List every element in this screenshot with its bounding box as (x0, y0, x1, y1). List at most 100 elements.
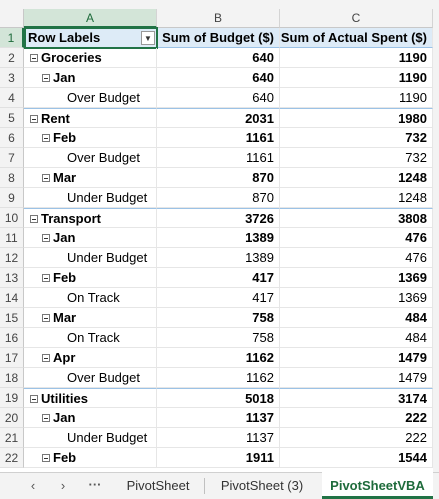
collapse-toggle[interactable] (42, 74, 50, 82)
row-label: Jan (24, 68, 157, 88)
budget-cell: 640 (157, 88, 280, 108)
actual-cell: 1369 (280, 288, 433, 308)
actual-cell: 1190 (280, 88, 433, 108)
collapse-toggle[interactable] (30, 215, 38, 223)
budget-cell: 640 (157, 48, 280, 68)
pivot-header: Sum of Budget ($) (157, 28, 280, 48)
budget-cell: 1137 (157, 428, 280, 448)
row-label: Feb (24, 128, 157, 148)
row-label: Rent (24, 108, 157, 128)
budget-cell: 1161 (157, 148, 280, 168)
actual-cell: 3808 (280, 208, 433, 228)
row-number[interactable]: 14 (0, 288, 24, 308)
row-label: Over Budget (24, 368, 157, 388)
row-number[interactable]: 17 (0, 348, 24, 368)
budget-cell: 870 (157, 168, 280, 188)
filter-button[interactable]: ▼ (141, 31, 155, 45)
row-number[interactable]: 21 (0, 428, 24, 448)
row-number[interactable]: 8 (0, 168, 24, 188)
collapse-toggle[interactable] (42, 454, 50, 462)
row-label: Feb (24, 448, 157, 468)
row-number[interactable]: 6 (0, 128, 24, 148)
row-number[interactable]: 9 (0, 188, 24, 208)
collapse-toggle[interactable] (30, 54, 38, 62)
row-number[interactable]: 22 (0, 448, 24, 468)
row-label: Under Budget (24, 428, 157, 448)
actual-cell: 1190 (280, 68, 433, 88)
actual-cell: 3174 (280, 388, 433, 408)
budget-cell: 2031 (157, 108, 280, 128)
budget-cell: 758 (157, 328, 280, 348)
actual-cell: 1544 (280, 448, 433, 468)
budget-cell: 1389 (157, 248, 280, 268)
collapse-toggle[interactable] (30, 395, 38, 403)
actual-cell: 1248 (280, 168, 433, 188)
prev-sheet[interactable]: ‹ (30, 478, 36, 493)
budget-cell: 3726 (157, 208, 280, 228)
collapse-toggle[interactable] (42, 274, 50, 282)
tab-separator (204, 478, 205, 494)
budget-cell: 870 (157, 188, 280, 208)
actual-cell: 1248 (280, 188, 433, 208)
actual-cell: 1980 (280, 108, 433, 128)
row-number[interactable]: 20 (0, 408, 24, 428)
row-number[interactable]: 15 (0, 308, 24, 328)
row-number[interactable]: 2 (0, 48, 24, 68)
budget-cell: 1162 (157, 348, 280, 368)
toolbar-edge (0, 0, 439, 9)
budget-cell: 1162 (157, 368, 280, 388)
sheet-tab[interactable]: PivotSheet (3) (220, 478, 304, 493)
row-label: Under Budget (24, 188, 157, 208)
actual-cell: 476 (280, 228, 433, 248)
row-number[interactable]: 11 (0, 228, 24, 248)
row-label: Transport (24, 208, 157, 228)
next-sheet[interactable]: › (60, 478, 66, 493)
sheet-tab[interactable]: PivotSheetVBA (322, 472, 433, 499)
row-number[interactable]: 13 (0, 268, 24, 288)
row-label: Mar (24, 168, 157, 188)
collapse-toggle[interactable] (42, 174, 50, 182)
row-number[interactable]: 4 (0, 88, 24, 108)
row-number[interactable]: 1 (0, 28, 24, 48)
collapse-toggle[interactable] (42, 134, 50, 142)
row-number[interactable]: 7 (0, 148, 24, 168)
row-number[interactable]: 5 (0, 108, 24, 128)
row-number[interactable]: 16 (0, 328, 24, 348)
actual-cell: 222 (280, 408, 433, 428)
column-header[interactable]: A (24, 9, 157, 28)
active-cell (24, 27, 158, 49)
more-sheets[interactable]: ··· (88, 477, 102, 492)
row-label: Over Budget (24, 148, 157, 168)
row-number[interactable]: 18 (0, 368, 24, 388)
actual-cell: 1190 (280, 48, 433, 68)
actual-cell: 1479 (280, 348, 433, 368)
row-number[interactable]: 19 (0, 388, 24, 408)
collapse-toggle[interactable] (42, 234, 50, 242)
collapse-toggle[interactable] (30, 115, 38, 123)
select-all[interactable] (0, 9, 24, 28)
row-label: Utilities (24, 388, 157, 408)
row-label: Jan (24, 408, 157, 428)
row-number[interactable]: 12 (0, 248, 24, 268)
collapse-toggle[interactable] (42, 314, 50, 322)
column-header[interactable]: B (157, 9, 280, 28)
row-number[interactable]: 10 (0, 208, 24, 228)
row-label: Under Budget (24, 248, 157, 268)
budget-cell: 758 (157, 308, 280, 328)
budget-cell: 1161 (157, 128, 280, 148)
actual-cell: 732 (280, 148, 433, 168)
collapse-toggle[interactable] (42, 414, 50, 422)
budget-cell: 417 (157, 268, 280, 288)
sheet-tab[interactable]: PivotSheet (126, 478, 190, 493)
row-label: Jan (24, 228, 157, 248)
actual-cell: 1479 (280, 368, 433, 388)
collapse-toggle[interactable] (42, 354, 50, 362)
row-label: On Track (24, 328, 157, 348)
actual-cell: 1369 (280, 268, 433, 288)
actual-cell: 484 (280, 308, 433, 328)
column-header[interactable]: C (280, 9, 433, 28)
row-label: Apr (24, 348, 157, 368)
row-number[interactable]: 3 (0, 68, 24, 88)
scroll-edge (433, 9, 439, 472)
